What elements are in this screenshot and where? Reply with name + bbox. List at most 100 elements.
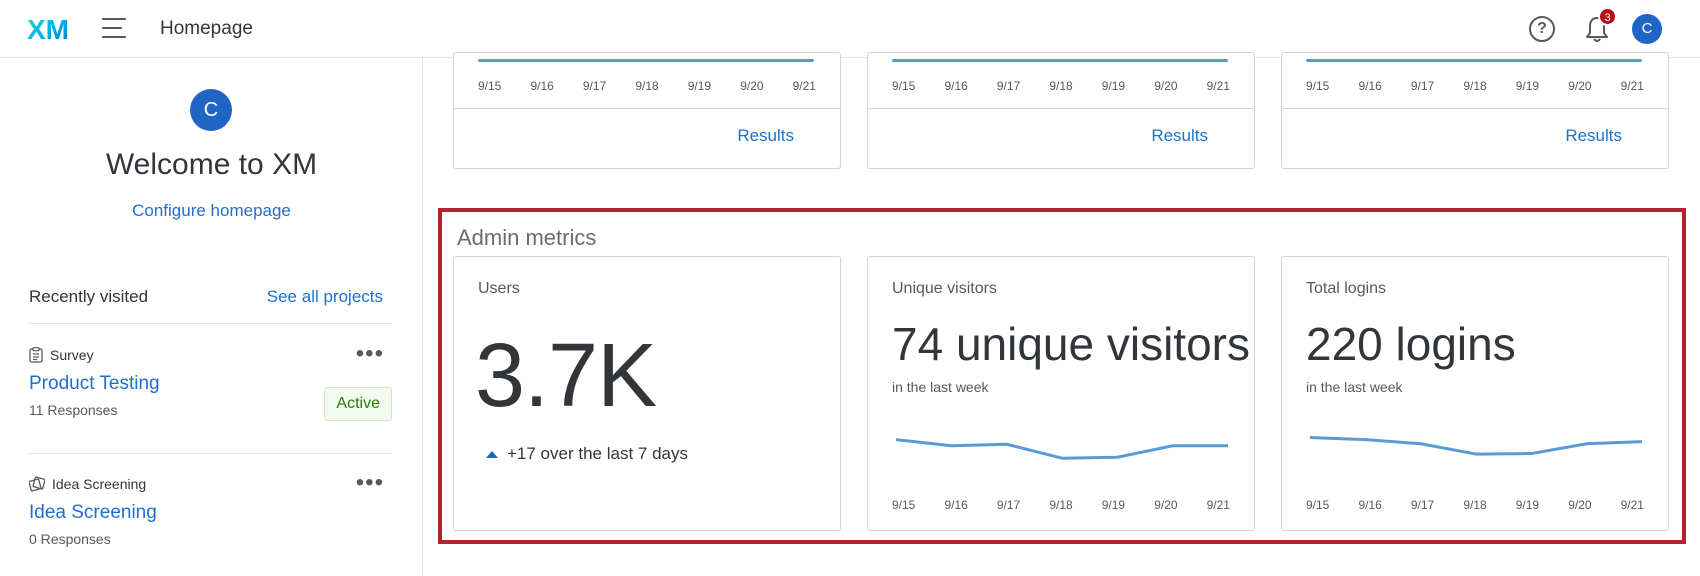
- survey-icon: [29, 347, 43, 363]
- widget-card: 9/15 9/16 9/17 9/18 9/19 9/20 9/21 Results: [1281, 52, 1669, 169]
- tick-label: 9/19: [687, 79, 712, 93]
- see-all-projects-link[interactable]: See all projects: [266, 287, 383, 306]
- delta-text: +17 over the last 7 days: [507, 444, 688, 463]
- metric-label: Total logins: [1306, 280, 1387, 297]
- tick-label: 9/15: [1306, 79, 1330, 93]
- metric-subtitle: in the last week: [892, 379, 989, 395]
- configure-homepage-link[interactable]: Configure homepage: [132, 201, 291, 220]
- widget-card: 9/15 9/16 9/17 9/18 9/19 9/20 9/21 Results: [867, 52, 1255, 169]
- idea-screening-icon: [29, 476, 45, 492]
- tick-label: 9/16: [530, 79, 554, 93]
- trend-up-icon: [486, 450, 498, 458]
- tick-label: 9/20: [1154, 498, 1178, 512]
- tick-label: 9/17: [1410, 79, 1435, 93]
- tick-label: 9/21: [1206, 498, 1230, 512]
- tick-label: 9/16: [944, 498, 968, 512]
- results-link[interactable]: Results: [737, 126, 794, 145]
- project-type-label: Survey: [50, 347, 94, 363]
- results-link[interactable]: Results: [1565, 126, 1622, 145]
- tick-label: 9/16: [1358, 498, 1382, 512]
- tick-label: 9/19: [1515, 79, 1540, 93]
- metric-value: 74 unique visitors: [892, 318, 1250, 370]
- metric-label: Unique visitors: [892, 280, 997, 297]
- tick-label: 9/21: [792, 79, 816, 93]
- divider: [868, 108, 1254, 109]
- trend-line: [478, 59, 814, 62]
- series-line: [895, 438, 1228, 460]
- tick-label: 9/20: [1568, 79, 1592, 93]
- profile-avatar: C: [190, 89, 232, 131]
- x-axis: 9/15 9/16 9/17 9/18 9/19 9/20 9/21: [1306, 79, 1644, 93]
- tick-label: 9/21: [1206, 79, 1230, 93]
- tick-label: 9/17: [996, 79, 1021, 93]
- tick-label: 9/20: [1154, 79, 1178, 93]
- menu-icon[interactable]: [102, 18, 126, 40]
- project-type: Survey: [29, 347, 94, 363]
- metric-value: 3.7K: [475, 326, 657, 426]
- tick-label: 9/15: [892, 79, 916, 93]
- metric-delta: +17 over the last 7 days: [486, 444, 688, 464]
- more-options-icon[interactable]: •••: [355, 340, 384, 367]
- tick-label: 9/18: [1463, 79, 1487, 93]
- project-responses: 11 Responses: [29, 402, 118, 418]
- sidebar: C Welcome to XM Configure homepage Recen…: [0, 58, 423, 576]
- divider: [1282, 108, 1668, 109]
- tick-label: 9/17: [996, 498, 1021, 512]
- metric-subtitle: in the last week: [1306, 379, 1403, 395]
- tick-label: 9/21: [1620, 79, 1644, 93]
- welcome-heading: Welcome to XM: [105, 148, 318, 181]
- tick-label: 9/16: [944, 79, 968, 93]
- tick-label: 9/15: [1306, 498, 1330, 512]
- total-logins-card: Total logins 220 logins in the last week…: [1281, 256, 1669, 531]
- x-axis: 9/15 9/16 9/17 9/18 9/19 9/20 9/21: [478, 79, 816, 93]
- visitors-sparkline: [895, 438, 1229, 460]
- project-type: Idea Screening: [29, 476, 146, 492]
- users-metric-card: Users 3.7K +17 over the last 7 days: [453, 256, 841, 531]
- unique-visitors-card: Unique visitors 74 unique visitors in th…: [867, 256, 1255, 531]
- project-responses: 0 Responses: [29, 531, 111, 547]
- tick-label: 9/20: [1568, 498, 1592, 512]
- tick-label: 9/20: [740, 79, 764, 93]
- tick-label: 9/17: [582, 79, 607, 93]
- x-axis: 9/15 9/16 9/17 9/18 9/19 9/20 9/21: [892, 498, 1230, 512]
- results-link[interactable]: Results: [1151, 126, 1208, 145]
- tick-label: 9/19: [1515, 498, 1540, 512]
- tick-label: 9/18: [1049, 79, 1073, 93]
- metric-label: Users: [478, 280, 520, 297]
- logins-sparkline: [1309, 436, 1643, 456]
- trend-line: [892, 59, 1228, 62]
- divider: [454, 108, 840, 109]
- tick-label: 9/16: [1358, 79, 1382, 93]
- project-name-link[interactable]: Idea Screening: [29, 502, 157, 523]
- admin-metrics-section: Admin metrics: [438, 208, 1686, 544]
- series-line: [1309, 436, 1643, 456]
- tick-label: 9/21: [1620, 498, 1644, 512]
- tick-label: 9/19: [1101, 498, 1126, 512]
- user-avatar[interactable]: C: [1632, 14, 1662, 44]
- divider: [29, 453, 392, 454]
- project-name-link[interactable]: Product Testing: [29, 373, 160, 394]
- status-badge: Active: [324, 387, 392, 421]
- metric-value: 220 logins: [1306, 318, 1516, 370]
- tick-label: 9/18: [1463, 498, 1487, 512]
- section-title: Admin metrics: [457, 225, 597, 250]
- tick-label: 9/15: [892, 498, 916, 512]
- divider: [29, 323, 392, 324]
- question-circle-icon[interactable]: ?: [1529, 16, 1555, 42]
- tick-label: 9/17: [1410, 498, 1435, 512]
- page-title: Homepage: [160, 18, 253, 39]
- trend-line: [1306, 59, 1642, 62]
- tick-label: 9/18: [635, 79, 659, 93]
- notification-badge: 3: [1598, 7, 1617, 26]
- tick-label: 9/15: [478, 79, 502, 93]
- widget-card: 9/15 9/16 9/17 9/18 9/19 9/20 9/21 Results: [453, 52, 841, 169]
- x-axis: 9/15 9/16 9/17 9/18 9/19 9/20 9/21: [892, 79, 1230, 93]
- svg-text:XM: XM: [27, 15, 69, 43]
- project-type-label: Idea Screening: [52, 476, 147, 492]
- top-navigation-bar: XM Homepage ? 3 C: [0, 0, 1700, 58]
- more-options-icon[interactable]: •••: [355, 469, 384, 496]
- recently-visited-label: Recently visited: [29, 287, 149, 306]
- main-content: 9/15 9/16 9/17 9/18 9/19 9/20 9/21 Results 9/1…: [424, 52, 1700, 576]
- x-axis: 9/15 9/16 9/17 9/18 9/19 9/20 9/21: [1306, 498, 1644, 512]
- xm-logo[interactable]: XM: [27, 15, 75, 43]
